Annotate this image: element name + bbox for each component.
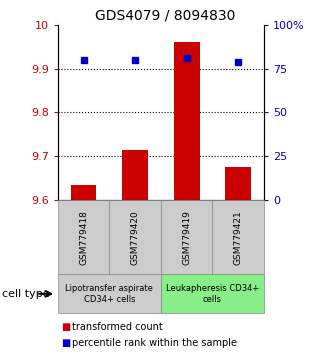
Bar: [174, 42, 200, 200]
Text: GSM779419: GSM779419: [182, 210, 191, 265]
Text: GSM779420: GSM779420: [131, 210, 140, 264]
Text: cell type: cell type: [2, 289, 49, 299]
Bar: [225, 167, 251, 200]
Text: ■: ■: [61, 322, 70, 332]
Text: transformed count: transformed count: [72, 322, 162, 332]
Text: Lipotransfer aspirate
CD34+ cells: Lipotransfer aspirate CD34+ cells: [65, 284, 153, 303]
Text: GDS4079 / 8094830: GDS4079 / 8094830: [95, 9, 235, 23]
Text: GSM779418: GSM779418: [79, 210, 88, 265]
Bar: [71, 185, 96, 200]
Text: GSM779421: GSM779421: [234, 210, 243, 264]
Text: Leukapheresis CD34+
cells: Leukapheresis CD34+ cells: [166, 284, 259, 303]
Bar: [122, 150, 148, 200]
Text: percentile rank within the sample: percentile rank within the sample: [72, 338, 237, 348]
Text: ■: ■: [61, 338, 70, 348]
